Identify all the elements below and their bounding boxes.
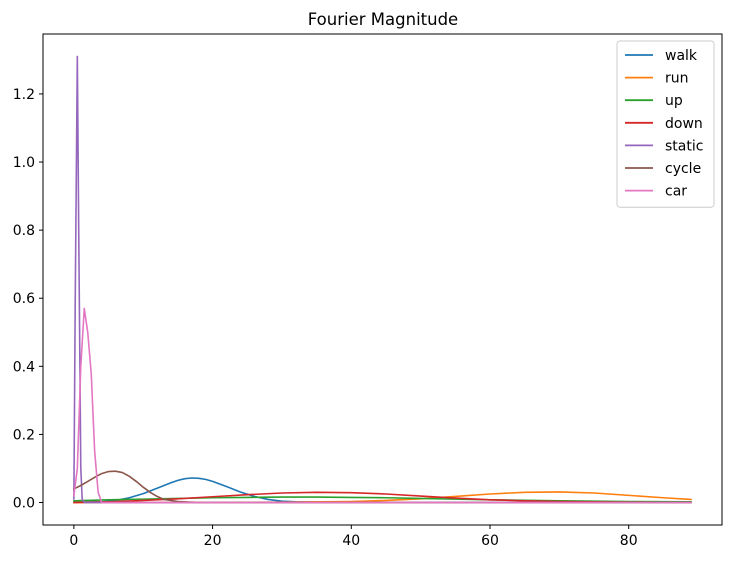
legend-label-car: car <box>665 184 687 200</box>
legend-label-walk: walk <box>665 48 698 64</box>
legend-label-down: down <box>665 116 703 132</box>
plot-area <box>43 34 722 525</box>
legend-label-static: static <box>665 138 703 154</box>
y-tick-label: 0.8 <box>13 223 35 239</box>
series-layer <box>73 55 692 504</box>
y-tick-label: 0.6 <box>13 291 35 307</box>
legend-box <box>616 40 715 208</box>
chart-title: Fourier Magnitude <box>308 10 458 29</box>
y-tick-label: 0.0 <box>13 496 35 512</box>
x-tick-label: 40 <box>342 533 360 549</box>
x-tick-label: 20 <box>204 533 222 549</box>
y-tick-label: 1.2 <box>13 87 35 103</box>
series-line-static <box>73 55 692 504</box>
legend-label-up: up <box>665 93 683 109</box>
axes-frame <box>42 33 723 526</box>
series-line-car <box>73 307 692 504</box>
y-tick-label: 1.0 <box>13 155 35 171</box>
x-tick-label: 0 <box>69 533 78 549</box>
y-tick-label: 0.4 <box>13 359 35 375</box>
axis-layer: 0 20 40 60 80 0.0 0.2 0.4 0.6 0.8 1.0 1.2 <box>13 33 723 549</box>
x-tick-label: 80 <box>620 533 638 549</box>
y-tick-label: 0.2 <box>13 427 35 443</box>
legend-label-cycle: cycle <box>665 161 701 177</box>
legend: walk run up down static cycle car <box>616 40 715 208</box>
legend-label-run: run <box>665 71 689 87</box>
x-tick-label: 60 <box>481 533 499 549</box>
